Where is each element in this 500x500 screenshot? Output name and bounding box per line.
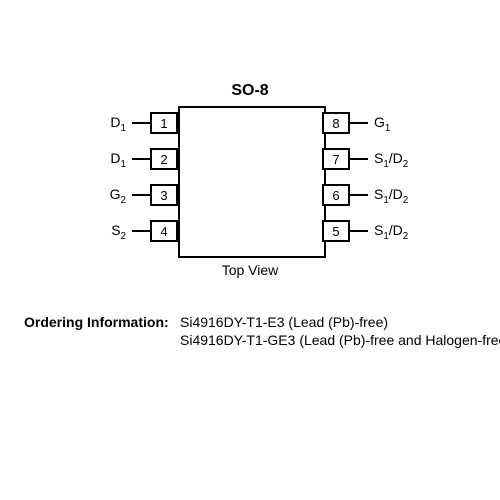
package-title: SO-8 bbox=[0, 82, 500, 100]
pin-box-5: 5 bbox=[322, 220, 350, 242]
pin-label-6: S1/D2 bbox=[374, 186, 408, 206]
pin-box-8: 8 bbox=[322, 112, 350, 134]
pin-lead-2 bbox=[132, 158, 150, 160]
pin-label-2: D1 bbox=[110, 150, 126, 170]
caption-top-view: Top View bbox=[0, 262, 500, 278]
pin-label-5: S1/D2 bbox=[374, 222, 408, 242]
pin-lead-7 bbox=[350, 158, 368, 160]
ordering-head: Ordering Information: bbox=[24, 314, 169, 330]
pin-label-7: S1/D2 bbox=[374, 150, 408, 170]
pin-box-1: 1 bbox=[150, 112, 178, 134]
pin-box-3: 3 bbox=[150, 184, 178, 206]
pin-box-6: 6 bbox=[322, 184, 350, 206]
pin-lead-8 bbox=[350, 122, 368, 124]
pin-box-2: 2 bbox=[150, 148, 178, 170]
ordering-line-1: Si4916DY-T1-GE3 (Lead (Pb)-free and Halo… bbox=[180, 332, 500, 348]
ordering-head-label: Ordering Information: bbox=[24, 314, 169, 330]
pin-lead-5 bbox=[350, 230, 368, 232]
pin-box-7: 7 bbox=[322, 148, 350, 170]
pin-label-1: D1 bbox=[110, 114, 126, 134]
pin-lead-6 bbox=[350, 194, 368, 196]
pin-label-8: G1 bbox=[374, 114, 390, 134]
pin-label-4: S2 bbox=[111, 222, 126, 242]
pin-lead-4 bbox=[132, 230, 150, 232]
pin-box-4: 4 bbox=[150, 220, 178, 242]
pin-lead-1 bbox=[132, 122, 150, 124]
pin-lead-3 bbox=[132, 194, 150, 196]
chip-body bbox=[178, 106, 326, 258]
ordering-line-0: Si4916DY-T1-E3 (Lead (Pb)-free) bbox=[180, 314, 388, 330]
pin-label-3: G2 bbox=[110, 186, 126, 206]
